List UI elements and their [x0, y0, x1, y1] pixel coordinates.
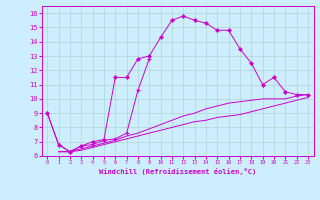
X-axis label: Windchill (Refroidissement éolien,°C): Windchill (Refroidissement éolien,°C): [99, 168, 256, 175]
